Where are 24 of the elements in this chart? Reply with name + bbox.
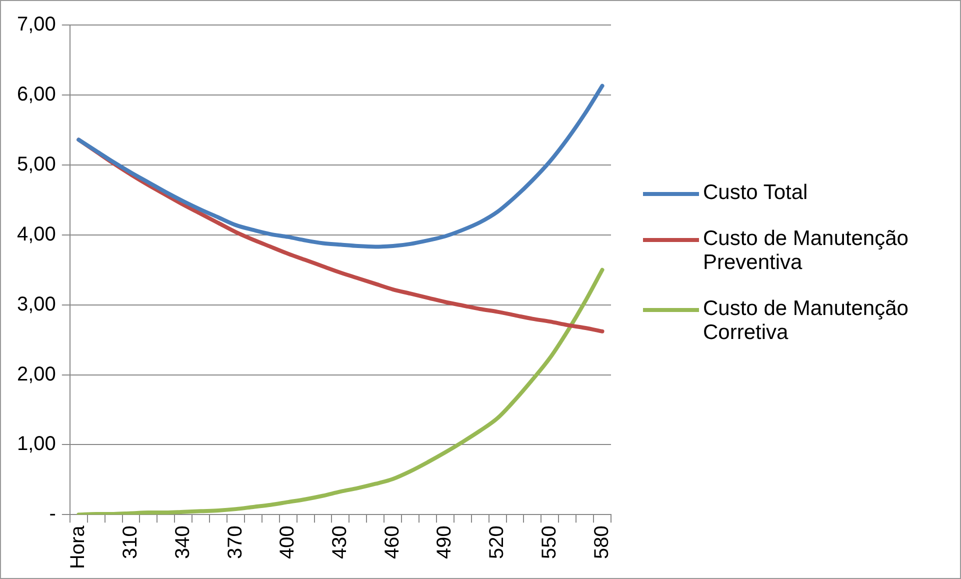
y-tick-label: 2,00 [16, 363, 56, 386]
y-tick-label: 7,00 [16, 14, 56, 36]
x-tick-label: 490 [434, 526, 456, 560]
y-tick-label: 6,00 [16, 83, 56, 106]
y-tick-label: 1,00 [16, 433, 56, 456]
x-tick-label: 520 [486, 526, 508, 560]
line-series [76, 268, 604, 515]
legend-label: Custo de Manutenção Preventiva [703, 227, 910, 275]
y-tick-label: 5,00 [16, 153, 56, 176]
x-tick-label: 550 [538, 526, 560, 560]
legend-label: Custo Total [703, 181, 808, 205]
x-tick-label: 340 [172, 526, 194, 560]
x-tick-label: 430 [328, 526, 351, 560]
y-tick-label: 3,00 [16, 293, 56, 316]
x-tick-label: 580 [590, 526, 613, 560]
y-tick-label: - [49, 503, 56, 526]
x-tick-label: 400 [276, 526, 299, 560]
legend-label: Custo de Manutenção Corretiva [703, 297, 910, 345]
x-tick-label: 310 [120, 526, 142, 560]
x-tick-label: 370 [224, 526, 246, 560]
x-tick-label: 460 [381, 526, 404, 560]
y-tick-label: 4,00 [16, 223, 56, 246]
line-series [76, 84, 604, 249]
x-tick-label: Hora [67, 524, 90, 570]
